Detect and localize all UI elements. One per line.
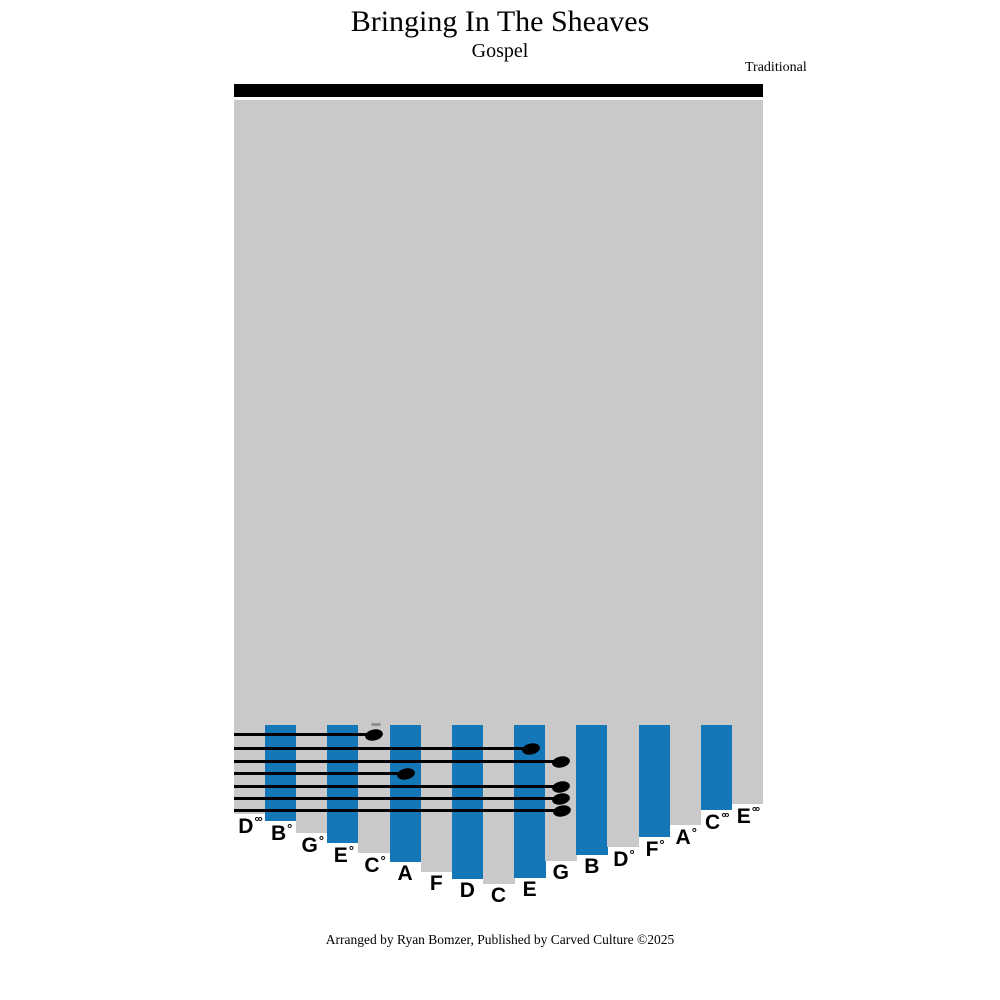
tine-octave-marks: ° (318, 833, 324, 848)
note-head (396, 766, 416, 782)
tine-column-a1 (669, 725, 702, 825)
tine-column-a0 (389, 725, 422, 862)
staff-line (234, 808, 568, 812)
tine-label: A° (675, 825, 698, 849)
tine-column-e2 (731, 725, 764, 804)
tine-column-d2 (234, 725, 266, 814)
tine-column-e0 (514, 725, 546, 878)
tine-label: G° (301, 833, 325, 857)
tine-label: E (523, 879, 537, 900)
note-head (552, 803, 572, 819)
tine-note-letter: E (736, 805, 751, 828)
tine-note-letter: A (675, 826, 691, 849)
tine-note-letter: D (459, 879, 475, 902)
tine-octave-marks: ° (659, 837, 664, 852)
staff-line (234, 771, 412, 775)
tine-note-letter: B (584, 855, 600, 878)
note-head (551, 779, 571, 795)
tine-octave-marks: °° (721, 810, 730, 825)
staff-line (234, 784, 567, 788)
note-head (521, 741, 541, 757)
song-genre: Gospel (471, 40, 529, 62)
staff-line (234, 732, 380, 736)
tine-label: E°° (736, 804, 761, 828)
tine-label: E° (333, 843, 354, 867)
note-head (551, 791, 571, 807)
tine-octave-marks: ° (691, 825, 697, 840)
tine-octave-marks: ° (380, 853, 386, 868)
tine-note-letter: G (552, 861, 569, 884)
tine-note-letter: E (333, 844, 348, 867)
tine-note-letter: G (301, 834, 318, 857)
tine-label: D°° (238, 814, 263, 838)
tine-label: F° (645, 837, 665, 861)
tine-note-letter: C (490, 884, 507, 907)
tine-label: C° (364, 853, 386, 877)
tine-column-f1 (638, 725, 671, 837)
tine-label: C°° (705, 810, 730, 834)
note-head (551, 754, 571, 770)
tine-label: A (398, 863, 413, 884)
tine-column-e1 (327, 725, 359, 843)
tine-label: C (491, 885, 506, 906)
tine-note-letter: C (705, 811, 721, 834)
tine-note-letter: F (645, 838, 659, 861)
tine-note-letter: A (397, 862, 413, 885)
sheet-gray-body (234, 100, 763, 726)
tine-octave-marks: °° (254, 814, 263, 829)
tine-label: B° (270, 821, 293, 845)
tine-label: B (584, 856, 599, 877)
tine-note-letter: F (429, 872, 443, 895)
staff-line (234, 759, 567, 763)
tine-label: D (460, 880, 475, 901)
tine-column-g1 (296, 725, 328, 833)
staff-line (234, 746, 537, 750)
tine-label: D° (613, 847, 635, 871)
song-title: Bringing In The Sheaves (350, 5, 650, 38)
tine-octave-marks: ° (629, 847, 634, 862)
composer-credit: Traditional (745, 60, 807, 75)
tine-column-d1 (607, 725, 640, 847)
tine-column-c2 (700, 725, 733, 810)
tine-label: G (553, 862, 569, 883)
sheet-top-bar (234, 84, 763, 97)
tine-column-b0 (576, 725, 608, 855)
tine-octave-marks: ° (348, 843, 354, 858)
tine-octave-marks: °° (751, 804, 761, 819)
tine-column-b1 (265, 725, 297, 821)
tine-note-letter: E (522, 878, 537, 901)
note-head (364, 727, 384, 743)
tine-column-f0 (420, 725, 453, 872)
tine-note-letter: B (270, 822, 287, 845)
tine-note-letter: D (238, 815, 254, 838)
tine-column-c1 (358, 725, 391, 853)
tine-note-letter: C (364, 854, 380, 877)
tine-octave-marks: ° (287, 821, 292, 836)
footer-credits: Arranged by Ryan Bomzer, Published by Ca… (325, 932, 675, 947)
staff-line (234, 796, 567, 800)
tine-column-c0 (482, 725, 515, 884)
tine-label: F (430, 873, 443, 894)
tine-note-letter: D (613, 848, 629, 871)
tine-column-d0 (451, 725, 484, 879)
tine-column-g0 (545, 725, 577, 861)
